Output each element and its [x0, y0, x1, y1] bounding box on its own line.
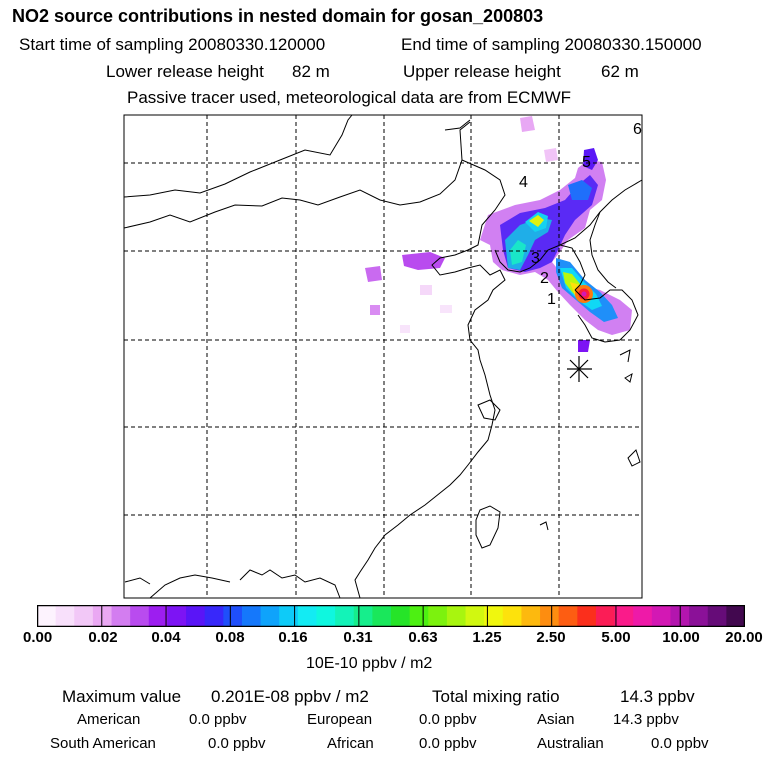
colorbar-swatch [577, 605, 597, 627]
colorbar-tick: 0.63 [408, 629, 438, 646]
colorbar-tick: 0.04 [151, 629, 181, 646]
lower-release-label: Lower release height [106, 62, 264, 81]
colorbar-border [37, 605, 745, 627]
colorbar-swatch [204, 605, 224, 627]
colorbar-swatch [130, 605, 150, 627]
european-label: European [307, 711, 373, 728]
colorbar-swatch [297, 605, 317, 627]
marker-6: 6 [633, 121, 642, 138]
marker-2: 2 [540, 270, 549, 287]
tracer-note: Passive tracer used, meteorological data… [127, 88, 572, 107]
colorbar-swatch [92, 605, 113, 627]
asian-label: Asian [537, 711, 575, 728]
colorbar-swatch [409, 605, 429, 627]
colorbar-swatch [55, 605, 75, 627]
total-mixing-label: Total mixing ratio [432, 687, 560, 706]
colorbar-tick: 1.25 [472, 629, 502, 646]
colorbar-tick: 2.50 [536, 629, 566, 646]
colorbar-swatch [335, 605, 355, 627]
colorbar-swatch [428, 605, 448, 627]
max-value: 0.201E-08 ppbv / m2 [211, 687, 369, 706]
colorbar-swatch [186, 605, 206, 627]
colorbar-swatch [353, 605, 373, 627]
colorbar-swatch [651, 605, 671, 627]
upper-release-value: 62 m [601, 62, 639, 81]
marker-1: 1 [547, 291, 556, 308]
colorbar-tick: 0.31 [343, 629, 373, 646]
colorbar-swatch [502, 605, 522, 627]
receptor-star-icon [567, 356, 592, 382]
colorbar-tick: 20.00 [725, 629, 763, 646]
colorbar-swatch [446, 605, 467, 627]
american-label: American [77, 711, 141, 728]
african-label: African [327, 735, 374, 752]
colorbar-swatch [74, 605, 94, 627]
max-value-label: Maximum value [62, 687, 182, 706]
south-american-value: 0.0 ppbv [208, 735, 266, 752]
colorbar-swatch [260, 605, 280, 627]
page-title: NO2 source contributions in nested domai… [12, 6, 544, 26]
marker-3: 3 [531, 250, 540, 267]
australian-value: 0.0 ppbv [651, 735, 709, 752]
colorbar-swatch [223, 605, 243, 627]
colorbar-swatch [465, 605, 485, 627]
colorbar-swatch [316, 605, 336, 627]
plume-field [365, 116, 632, 352]
colorbar-swatch [111, 605, 131, 627]
colorbar-swatch [707, 605, 727, 627]
marker-5: 5 [582, 154, 591, 171]
colorbar-tick: 0.02 [88, 629, 118, 646]
upper-release-label: Upper release height [403, 62, 561, 81]
south-american-label: South American [50, 735, 156, 752]
colorbar-swatch [558, 605, 578, 627]
colorbar-swatch [633, 605, 653, 627]
colorbar-tick: 10.00 [662, 629, 700, 646]
colorbar-tick: 5.00 [601, 629, 631, 646]
colorbar-tick: 0.08 [215, 629, 245, 646]
colorbar-swatch [726, 605, 745, 627]
colorbar-swatch [372, 605, 392, 627]
lower-release-value: 82 m [292, 62, 330, 81]
european-value: 0.0 ppbv [419, 711, 477, 728]
colorbar-swatch [521, 605, 541, 627]
colorbar-swatch [484, 605, 504, 627]
colorbar-swatch [241, 605, 262, 627]
colorbar-swatch [279, 605, 299, 627]
marker-4: 4 [519, 174, 528, 191]
colorbar-tick: 0.16 [278, 629, 308, 646]
total-mixing-value: 14.3 ppbv [620, 687, 695, 706]
australian-label: Australian [537, 735, 604, 752]
asian-value: 14.3 ppbv [613, 711, 679, 728]
lat-lon-grid [124, 115, 642, 598]
colorbar-swatch [689, 605, 709, 627]
african-value: 0.0 ppbv [419, 735, 477, 752]
colorbar-swatch [391, 605, 411, 627]
colorbar-swatch [167, 605, 187, 627]
colorbar-units: 10E-10 ppbv / m2 [306, 655, 433, 672]
colorbar-swatch [37, 605, 57, 627]
colorbar [37, 605, 745, 627]
colorbar-swatch [614, 605, 634, 627]
end-time: End time of sampling 20080330.150000 [401, 35, 702, 54]
colorbar-tick: 0.00 [23, 629, 53, 646]
start-time: Start time of sampling 20080330.120000 [19, 35, 326, 54]
coastlines [123, 114, 643, 599]
colorbar-swatch [540, 605, 560, 627]
colorbar-swatch [148, 605, 168, 627]
colorbar-swatch [595, 605, 616, 627]
american-value: 0.0 ppbv [189, 711, 247, 728]
